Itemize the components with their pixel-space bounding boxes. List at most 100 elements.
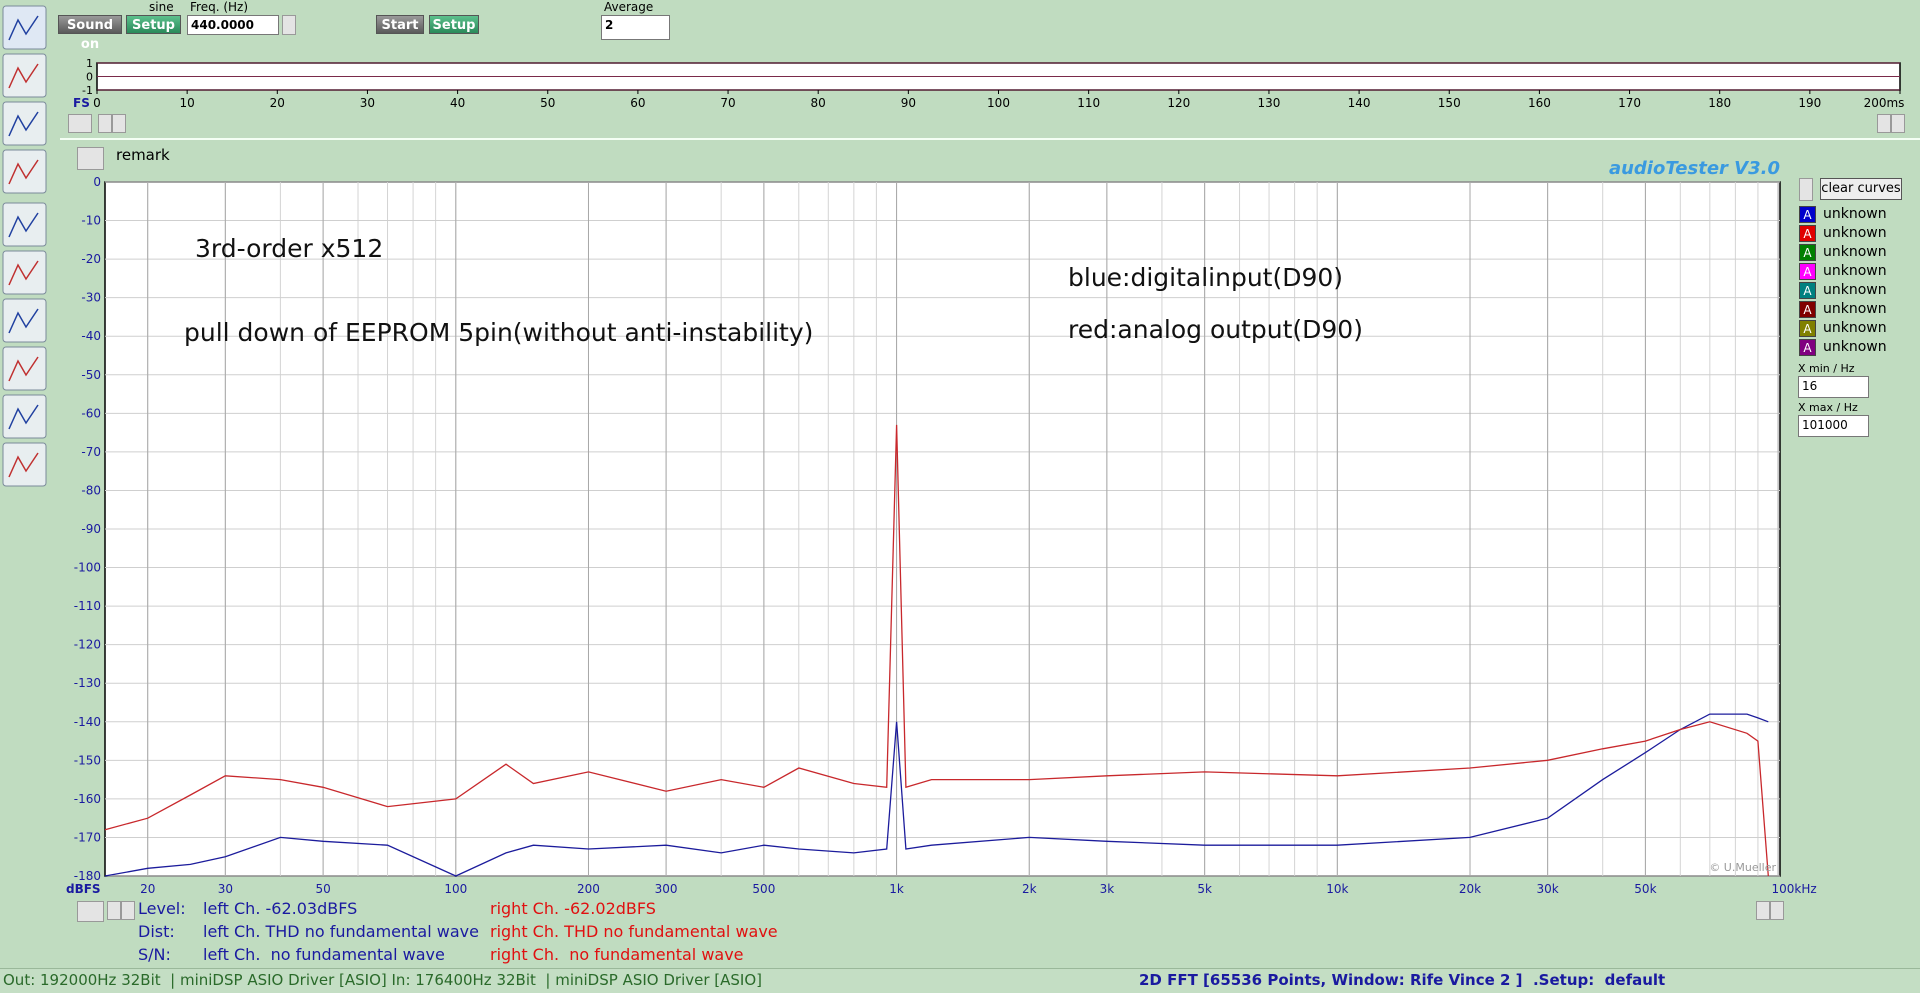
x-scroll-end-right[interactable] [1770,901,1784,920]
tool-icon-glyph [8,111,39,137]
x-scroll-end-left[interactable] [1756,901,1770,920]
curve-name: unknown [1823,225,1887,241]
y-tick-label: -110 [74,599,101,613]
curve-name: unknown [1823,244,1887,260]
annotation: pull down of EEPROM 5pin(without anti-in… [184,318,813,347]
freq-label: Freq. (Hz) [190,0,249,14]
time-y-tick-label: 1 [86,57,93,70]
time-scroll-right-end[interactable] [1877,114,1891,133]
freq-input[interactable]: 440.0000 [187,15,279,35]
tool-icon-glyph [8,404,39,430]
remark-spinner[interactable] [77,147,104,170]
tool-icon-glyph [8,308,39,334]
result-right: right Ch. THD no fundamental wave [490,922,778,941]
status-right: 2D FFT [65536 Points, Window: Rife Vince… [1139,971,1666,989]
tool-icon-glyph [8,356,39,382]
tool-icon-glyph [8,260,39,286]
y-tick-label: -130 [74,676,101,690]
curve-swatch[interactable]: A [1799,339,1816,356]
curve-swatch[interactable]: A [1799,225,1816,242]
tool-icon [2,250,47,295]
xmin-label: X min / Hz [1798,362,1855,375]
x-tick-label: 50 [315,882,330,896]
setup-button-2[interactable]: Setup [429,15,479,34]
tool-icon [2,394,47,439]
curve-swatch[interactable]: A [1799,206,1816,223]
time-y-tick-label: 0 [86,71,93,84]
x-tick-label: 5k [1197,882,1212,896]
annotation: red:analog output(D90) [1068,315,1363,344]
time-x-tick-label: 190 [1798,96,1821,110]
average-input[interactable]: 2 [601,15,670,40]
curve-name: unknown [1823,339,1887,355]
xmax-input[interactable]: 101000 [1798,415,1869,437]
time-x-tick-label: 160 [1528,96,1551,110]
x-spinner[interactable] [77,901,104,922]
x-tick-label: 30 [218,882,233,896]
time-scroll-right[interactable] [112,114,126,133]
x-tick-label: 20 [140,882,155,896]
time-x-tick-label: 130 [1257,96,1280,110]
y-tick-label: -20 [81,252,101,266]
tool-icon [2,442,47,487]
sound-on-button[interactable]: Sound on [58,15,122,52]
y-axis-label: dBFS [66,882,101,896]
time-x-tick-label: 90 [901,96,916,110]
x-tick-label: 300 [655,882,678,896]
y-tick-label: -70 [81,445,101,459]
time-scroll-right-end-2[interactable] [1891,114,1905,133]
curve-swatch[interactable]: A [1799,282,1816,299]
time-x-tick-label: 60 [630,96,645,110]
x-scroll-right[interactable] [121,901,135,920]
time-x-tick-label: 100 [987,96,1010,110]
result-label: Dist: [138,922,175,941]
start-button[interactable]: Start [376,15,424,34]
time-scroll-left[interactable] [98,114,112,133]
time-x-tick-label: 10 [180,96,195,110]
curve-swatch[interactable]: A [1799,301,1816,318]
time-x-tick-label: 200ms [1864,96,1905,110]
fs-spinner[interactable] [68,114,92,133]
y-tick-label: -170 [74,830,101,844]
tool-icon [2,298,47,343]
time-x-tick-label: 140 [1348,96,1371,110]
tool-icon [2,149,47,194]
x-tick-label: 50k [1634,882,1656,896]
x-tick-label: 500 [752,882,775,896]
clear-curves-button[interactable]: clear curves [1820,178,1902,200]
xmin-input[interactable]: 16 [1798,376,1869,398]
result-label: S/N: [138,945,171,964]
setup-button[interactable]: Setup [126,15,181,34]
x-tick-label: 100kHz [1772,882,1817,896]
time-x-tick-label: 20 [270,96,285,110]
curves-spinner[interactable] [1799,178,1813,201]
y-tick-label: -160 [74,792,101,806]
freq-spinner[interactable] [282,15,296,35]
y-tick-label: 0 [93,175,101,189]
fft-curve [104,424,1769,877]
curve-swatch[interactable]: A [1799,263,1816,280]
y-tick-label: -80 [81,483,101,497]
tool-icon-glyph [8,452,39,478]
y-tick-label: -10 [81,214,101,228]
curve-swatch[interactable]: A [1799,244,1816,261]
time-x-tick-label: 70 [720,96,735,110]
curve-name: unknown [1823,282,1887,298]
y-tick-label: -140 [74,715,101,729]
average-label: Average [604,0,654,14]
annotation: blue:digitalinput(D90) [1068,263,1343,292]
y-tick-label: -180 [74,869,101,883]
y-tick-label: -100 [74,561,101,575]
result-label: Level: [138,899,186,918]
x-tick-label: 100 [444,882,467,896]
time-x-tick-label: 150 [1438,96,1461,110]
x-scroll-left[interactable] [107,901,121,920]
curve-name: unknown [1823,263,1887,279]
tool-icon [2,101,47,146]
curve-name: unknown [1823,320,1887,336]
curve-swatch[interactable]: A [1799,320,1816,337]
time-x-tick-label: 40 [450,96,465,110]
result-left: left Ch. -62.03dBFS [203,899,358,918]
tool-icon-glyph [8,63,39,89]
